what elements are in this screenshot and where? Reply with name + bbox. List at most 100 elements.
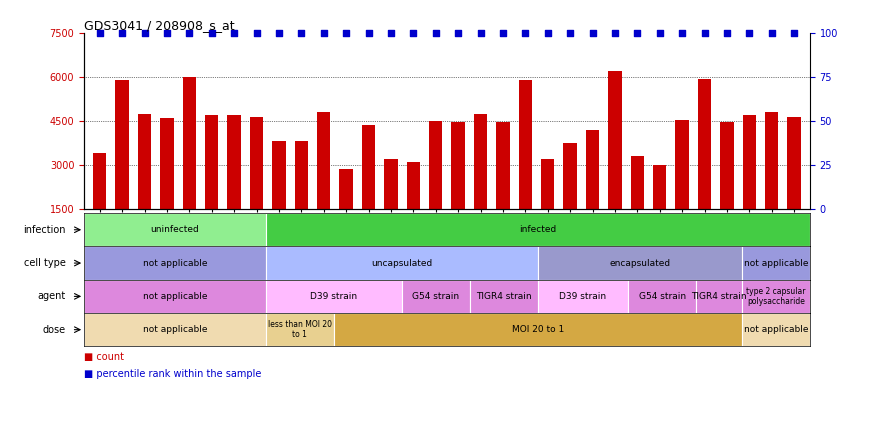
Bar <box>250 117 263 253</box>
Bar <box>631 156 644 253</box>
Bar <box>205 115 219 253</box>
Point <box>451 30 466 37</box>
Bar <box>608 71 621 253</box>
Text: MOI 20 to 1: MOI 20 to 1 <box>512 325 564 334</box>
Point <box>272 30 286 37</box>
Text: less than MOI 20
to 1: less than MOI 20 to 1 <box>267 320 332 339</box>
Text: uninfected: uninfected <box>150 225 199 234</box>
Point <box>339 30 353 37</box>
Bar <box>696 280 742 313</box>
Point <box>563 30 577 37</box>
Bar <box>788 117 801 253</box>
Bar <box>138 114 151 253</box>
Bar <box>227 115 241 253</box>
Bar <box>586 130 599 253</box>
Bar <box>84 313 266 346</box>
Point <box>204 30 219 37</box>
Bar <box>266 213 810 246</box>
Text: ■ percentile rank within the sample: ■ percentile rank within the sample <box>84 369 261 380</box>
Bar <box>496 123 510 253</box>
Text: TIGR4 strain: TIGR4 strain <box>691 292 747 301</box>
Text: type 2 capsular
polysaccharide: type 2 capsular polysaccharide <box>746 287 805 306</box>
Point <box>765 30 779 37</box>
Bar <box>266 280 402 313</box>
Bar <box>402 280 470 313</box>
Text: dose: dose <box>42 325 66 335</box>
Bar <box>429 121 442 253</box>
Bar <box>182 77 196 253</box>
Bar <box>295 142 308 253</box>
Point <box>787 30 801 37</box>
Bar <box>765 112 779 253</box>
Point <box>361 30 375 37</box>
Point <box>227 30 242 37</box>
Bar <box>160 118 173 253</box>
Text: D39 strain: D39 strain <box>559 292 606 301</box>
Text: encapsulated: encapsulated <box>609 258 670 268</box>
Bar <box>84 213 266 246</box>
Bar <box>266 313 334 346</box>
Bar <box>537 246 742 280</box>
Bar <box>720 123 734 253</box>
Text: G54 strain: G54 strain <box>412 292 459 301</box>
Point <box>137 30 151 37</box>
Bar <box>470 280 537 313</box>
Bar <box>653 165 666 253</box>
Bar <box>519 80 532 253</box>
Bar <box>406 162 420 253</box>
Point <box>541 30 555 37</box>
Text: infected: infected <box>519 225 557 234</box>
Point <box>608 30 622 37</box>
Point <box>294 30 308 37</box>
Point <box>406 30 420 37</box>
Text: agent: agent <box>38 291 66 301</box>
Point <box>720 30 734 37</box>
Point <box>697 30 712 37</box>
Point <box>519 30 533 37</box>
Bar <box>115 80 129 253</box>
Text: infection: infection <box>23 225 66 235</box>
Bar <box>473 114 488 253</box>
Bar <box>362 125 375 253</box>
Point <box>317 30 331 37</box>
Bar <box>317 112 330 253</box>
Bar <box>537 280 628 313</box>
Text: ■ count: ■ count <box>84 352 124 362</box>
Bar <box>93 153 106 253</box>
Point <box>384 30 398 37</box>
Point <box>160 30 174 37</box>
Point <box>743 30 757 37</box>
Bar <box>742 280 810 313</box>
Text: not applicable: not applicable <box>142 292 207 301</box>
Bar <box>451 123 465 253</box>
Text: GDS3041 / 208908_s_at: GDS3041 / 208908_s_at <box>84 19 235 32</box>
Bar <box>334 313 742 346</box>
Bar <box>384 159 397 253</box>
Text: TIGR4 strain: TIGR4 strain <box>476 292 531 301</box>
Point <box>182 30 196 37</box>
Bar <box>564 143 577 253</box>
Text: not applicable: not applicable <box>142 325 207 334</box>
Text: not applicable: not applicable <box>743 325 808 334</box>
Point <box>115 30 129 37</box>
Text: D39 strain: D39 strain <box>310 292 357 301</box>
Point <box>93 30 107 37</box>
Bar <box>697 79 712 253</box>
Bar <box>84 246 266 280</box>
Bar <box>742 246 810 280</box>
Bar <box>675 119 689 253</box>
Bar <box>340 169 353 253</box>
Bar <box>742 313 810 346</box>
Bar <box>273 142 286 253</box>
Point <box>675 30 689 37</box>
Point <box>428 30 442 37</box>
Bar <box>266 246 538 280</box>
Text: G54 strain: G54 strain <box>639 292 686 301</box>
Text: cell type: cell type <box>24 258 66 268</box>
Text: not applicable: not applicable <box>142 258 207 268</box>
Point <box>473 30 488 37</box>
Text: not applicable: not applicable <box>743 258 808 268</box>
Point <box>630 30 644 37</box>
Text: uncapsulated: uncapsulated <box>371 258 432 268</box>
Bar <box>541 159 554 253</box>
